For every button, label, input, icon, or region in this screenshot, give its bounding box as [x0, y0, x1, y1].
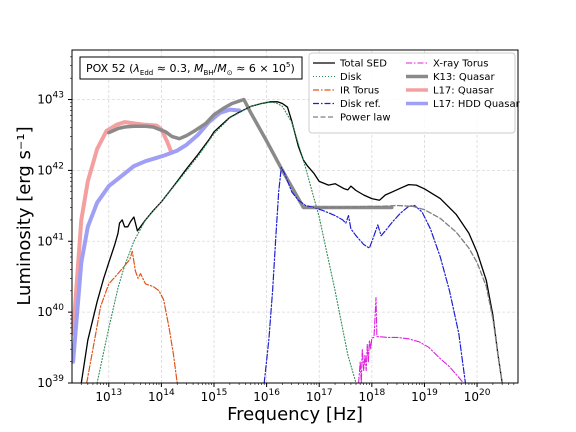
y-tick-label: 1043 — [37, 91, 64, 107]
annotation-frame — [79, 56, 303, 80]
x-tick-label: 1015 — [201, 388, 228, 404]
x-tick-label: 1017 — [306, 388, 333, 404]
ticks — [68, 56, 515, 387]
legend: Total SED Disk IR Torus Disk ref. Power law X… — [308, 52, 521, 134]
legend-label: L17: Quasar — [433, 86, 495, 97]
ann-mass-sub: BH — [203, 69, 213, 77]
x-tick-label: 1014 — [148, 388, 175, 404]
x-axis-title: Frequency [Hz] — [227, 404, 363, 425]
y-tick-label: 1039 — [37, 374, 64, 390]
ann-lambda-sub: Edd — [140, 69, 153, 77]
annotation-box: POX 52 (λEdd ≈ 0.3, MBH/M⊙ ≈ 6 × 105) — [79, 56, 303, 80]
series-line — [306, 204, 503, 383]
series-line — [358, 297, 464, 383]
series-layer — [72, 97, 503, 383]
ann-mass: M — [194, 62, 204, 75]
legend-label: L17: HDD Quasar — [433, 99, 521, 110]
legend-frame — [308, 52, 516, 134]
series-line — [107, 97, 394, 210]
series-line — [263, 166, 466, 383]
series-line — [96, 101, 357, 383]
plot-frame — [71, 49, 519, 384]
x-tick-label: 1013 — [95, 388, 122, 404]
series-line — [86, 250, 178, 383]
legend-label: Disk ref. — [340, 99, 381, 110]
annotation-text: POX 52 (λEdd ≈ 0.3, MBH/M⊙ ≈ 6 × 105) — [86, 61, 295, 77]
legend-label: Disk — [340, 72, 362, 83]
legend-label: IR Torus — [340, 86, 379, 97]
series-line — [72, 107, 242, 364]
y-tick-label: 1040 — [37, 303, 64, 319]
ann-exp: 5 — [286, 61, 290, 69]
ann-mass-rest: ≈ 6 × 10 — [233, 62, 286, 75]
tick-labels: 1013 1014 1015 1016 1017 1018 1019 1020 1039 1040… — [37, 91, 490, 404]
series-line — [80, 101, 503, 383]
legend-label: Total SED — [339, 59, 387, 70]
y-tick-label: 1042 — [37, 161, 64, 177]
ann-slash: / — [214, 62, 218, 75]
ann-suffix: ) — [291, 62, 295, 75]
legend-label: K13: Quasar — [433, 72, 496, 83]
x-tick-label: 1020 — [464, 388, 491, 404]
legend-label: Power law — [340, 113, 391, 124]
y-tick-label: 1041 — [37, 232, 64, 248]
x-tick-label: 1018 — [358, 388, 385, 404]
x-tick-label: 1019 — [411, 388, 438, 404]
ann-msun: M — [217, 62, 227, 75]
ann-prefix: POX 52 ( — [86, 62, 133, 75]
ann-lambda-rest: ≈ 0.3, — [153, 62, 194, 75]
y-axis-title: Luminosity [erg s⁻¹] — [14, 126, 35, 305]
ann-msun-sub: ⊙ — [227, 69, 233, 77]
legend-label: X-ray Torus — [433, 59, 488, 70]
x-tick-label: 1016 — [253, 388, 280, 404]
ann-lambda: λ — [132, 62, 140, 75]
